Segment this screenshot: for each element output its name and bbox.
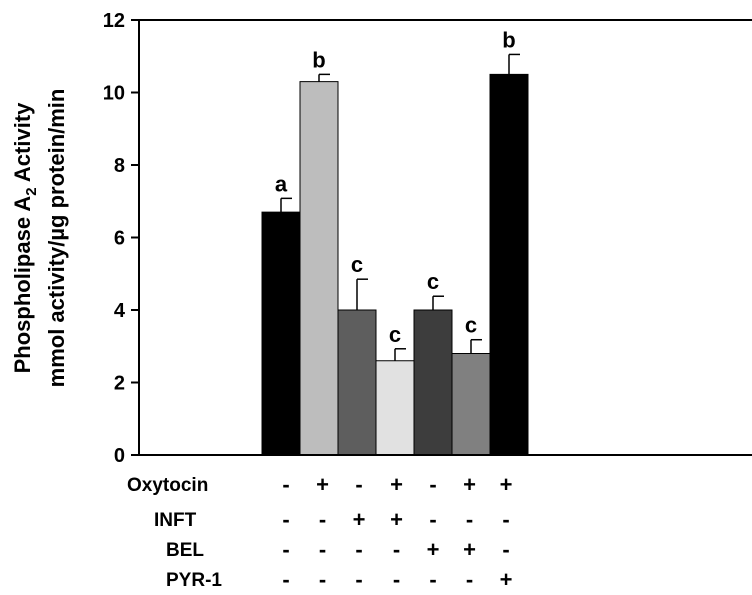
significance-letter: c [389,322,401,347]
bar [261,211,301,456]
bars-layer: a b c c c c b [261,27,529,456]
significance-letter: c [465,313,477,338]
bar [489,73,529,456]
bar [337,309,377,456]
y-tick-label: 10 [103,83,125,105]
plus-sign: + [390,507,403,532]
minus-sign: - [502,537,509,562]
minus-sign: - [282,537,289,562]
treatment-table: Oxytocin - + - + - + + INFT - - + + - - - BEL - - - - + + - PYR-… [127,472,513,592]
y-axis-label-line1: Phospholipase A2 Activity [10,102,40,374]
significance-letter: b [312,47,325,72]
minus-sign: - [393,537,400,562]
significance-letter: c [351,252,363,277]
y-tick-label: 2 [114,373,125,395]
labels-layer: Phospholipase A2 Activity mmol activity/… [10,89,69,388]
plus-sign: + [463,537,476,562]
y-tick-label: 0 [114,445,125,467]
minus-sign: - [429,507,436,532]
significance-letter: c [427,269,439,294]
minus-sign: - [466,567,473,590]
minus-sign: - [319,537,326,562]
y-tick-label: 12 [103,10,125,32]
y-tick-label: 8 [114,155,125,177]
treatment-name: Oxytocin [127,475,208,496]
plus-sign: + [500,472,513,497]
treatment-name: INFT [154,510,197,531]
minus-sign: - [282,507,289,532]
plus-sign: + [390,472,403,497]
y-axis-label-tail: Activity [10,102,35,188]
minus-sign: - [393,567,400,590]
y-tick-label: 6 [114,228,125,250]
treatment-name: PYR-1 [166,570,222,590]
y-axis-label-line2: mmol activity/µg protein/min [44,89,69,388]
minus-sign: - [355,472,362,497]
minus-sign: - [319,567,326,590]
minus-sign: - [429,567,436,590]
significance-letter: a [275,171,288,196]
minus-sign: - [282,472,289,497]
plus-sign: + [353,507,366,532]
minus-sign: - [429,472,436,497]
plus-sign: + [500,567,513,590]
y-tick-label: 4 [114,300,126,322]
bar [413,309,453,456]
plus-sign: + [463,472,476,497]
bar [299,81,339,456]
minus-sign: - [466,507,473,532]
treatment-name: BEL [166,540,204,561]
bar [375,360,415,456]
significance-letter: b [502,27,515,52]
plus-sign: + [427,537,440,562]
minus-sign: - [502,507,509,532]
minus-sign: - [282,567,289,590]
minus-sign: - [355,537,362,562]
ticks-layer: 0 2 4 6 8 10 12 [103,10,139,467]
plus-sign: + [316,472,329,497]
minus-sign: - [319,507,326,532]
minus-sign: - [355,567,362,590]
bar [451,353,491,456]
y-axis-label-main: Phospholipase A [10,196,35,374]
y-axis-label-subscript: 2 [23,187,40,195]
